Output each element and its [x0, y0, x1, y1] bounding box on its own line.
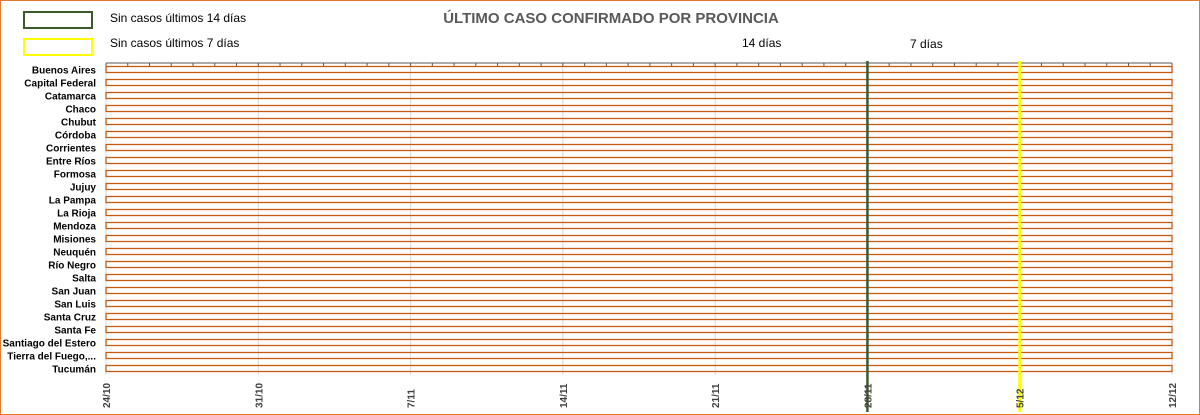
- bar-21: [105, 338, 1173, 347]
- x-tick-label: 5/12: [1016, 388, 1027, 408]
- category-label: Río Negro: [48, 261, 96, 272]
- bar-4: [105, 117, 1173, 126]
- legend-label-14-days: Sin casos últimos 14 días: [110, 11, 247, 25]
- category-label: Corrientes: [46, 144, 96, 155]
- category-label: Santa Fe: [54, 326, 96, 337]
- category-label: Córdoba: [55, 131, 97, 142]
- bar-18: [105, 299, 1173, 308]
- bar-5: [105, 130, 1173, 139]
- bar-11: [105, 208, 1173, 217]
- legend-swatch-7-days: [23, 38, 93, 56]
- category-label: Catamarca: [45, 92, 97, 103]
- category-label: Tucumán: [52, 365, 96, 376]
- category-label: Santa Cruz: [44, 313, 96, 324]
- category-label: Santiago del Estero: [3, 339, 96, 350]
- bar-9: [105, 182, 1173, 191]
- bar-2: [105, 91, 1173, 100]
- ref-label-14-days: 14 días: [742, 36, 782, 50]
- bar-13: [105, 234, 1173, 243]
- bar-19: [105, 312, 1173, 321]
- bar-3: [105, 104, 1173, 113]
- x-tick-label: 7/11: [407, 389, 418, 408]
- category-label: Neuquén: [53, 248, 96, 259]
- category-label: Entre Ríos: [46, 157, 96, 168]
- category-label: Misiones: [53, 235, 96, 246]
- x-tick-label: 24/10: [102, 383, 113, 408]
- ref-label-7-days: 7 días: [910, 37, 943, 51]
- category-label: Buenos Aires: [32, 66, 97, 77]
- bar-15: [105, 260, 1173, 269]
- category-label: Capital Federal: [24, 79, 96, 90]
- x-tick-label: 12/12: [1168, 383, 1179, 408]
- bar-8: [105, 169, 1173, 178]
- x-tick-label: 31/10: [254, 383, 265, 408]
- category-label: La Pampa: [49, 196, 97, 207]
- x-tick-label: 28/11: [863, 383, 874, 408]
- category-label: San Juan: [52, 287, 96, 298]
- category-label: La Rioja: [57, 209, 96, 220]
- bar-0: [105, 65, 1173, 74]
- legend-swatch-14-days: [23, 11, 93, 29]
- category-label: Jujuy: [70, 183, 97, 194]
- bar-7: [105, 156, 1173, 165]
- bar-22: [105, 351, 1173, 360]
- bar-12: [105, 221, 1173, 230]
- bar-20: [105, 325, 1173, 334]
- bar-10: [105, 195, 1173, 204]
- category-label: Chaco: [65, 105, 96, 116]
- category-label: Mendoza: [53, 222, 96, 233]
- x-tick-label: 21/11: [711, 383, 722, 408]
- bar-1: [105, 78, 1173, 87]
- category-label: Tierra del Fuego,...: [7, 352, 96, 363]
- bar-17: [105, 286, 1173, 295]
- category-label: Chubut: [61, 118, 97, 129]
- category-label: Salta: [72, 274, 96, 285]
- bar-6: [105, 143, 1173, 152]
- chart-title: ÚLTIMO CASO CONFIRMADO POR PROVINCIA: [443, 10, 779, 27]
- legend-label-7-days: Sin casos últimos 7 días: [110, 36, 240, 50]
- bar-23: [105, 364, 1173, 373]
- bar-14: [105, 247, 1173, 256]
- category-label: San Luis: [54, 300, 96, 311]
- bar-16: [105, 273, 1173, 282]
- category-label: Formosa: [54, 170, 97, 181]
- x-tick-label: 14/11: [559, 383, 570, 408]
